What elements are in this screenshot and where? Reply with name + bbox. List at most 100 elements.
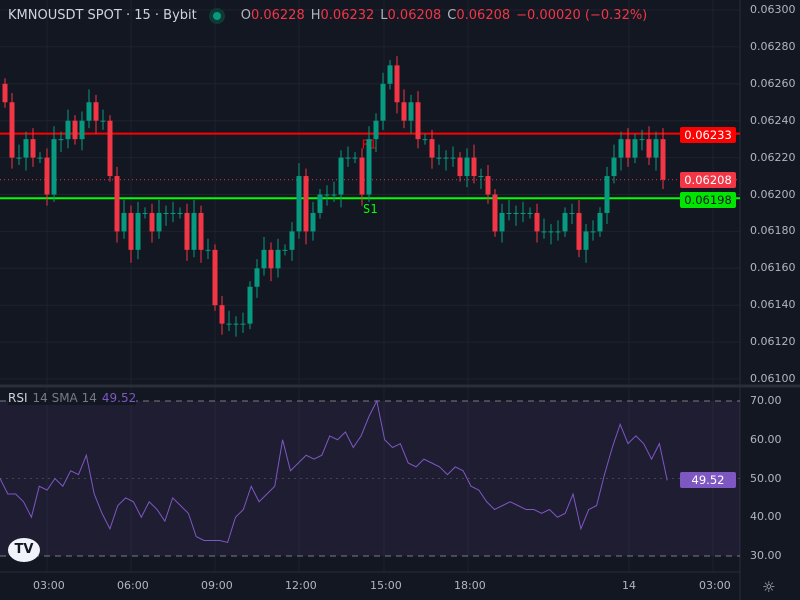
candle-body (450, 157, 456, 159)
low-value: 0.06208 (387, 8, 442, 23)
candle-body (72, 120, 78, 140)
candle-body (534, 212, 540, 232)
candle-body (632, 139, 638, 158)
symbol-title[interactable]: KMNOUSDT SPOT · 15 · Bybit (8, 8, 197, 23)
price-tick: 0.06120 (750, 335, 796, 349)
candle-body (310, 212, 316, 232)
time-tick: 15:00 (370, 579, 402, 592)
candle-body (37, 157, 43, 159)
candle-body (303, 176, 309, 232)
candle-body (317, 194, 323, 213)
high-label: H (310, 8, 321, 23)
close-value: 0.06208 (456, 8, 511, 23)
candle-body (170, 212, 176, 214)
candle-body (198, 212, 204, 250)
time-tick: 03:00 (699, 579, 731, 592)
candle-body (177, 212, 183, 214)
candle-body (135, 212, 141, 250)
candle-body (527, 212, 533, 214)
candle-body (163, 212, 169, 214)
s1-label: S1 (363, 202, 377, 216)
price-tick: 0.06260 (750, 76, 796, 90)
candle-body (184, 212, 190, 250)
candle-body (51, 139, 57, 195)
candle-body (191, 212, 197, 250)
candle-body (401, 102, 407, 121)
candle-body (653, 139, 659, 158)
candle-body (443, 157, 449, 159)
rsi-name: RSI (8, 391, 28, 405)
candle-body (471, 157, 477, 177)
candle-body (16, 157, 22, 159)
candle-body (254, 268, 260, 287)
candle-body (478, 176, 484, 178)
candle-body (128, 212, 134, 250)
candle-body (597, 212, 603, 232)
candle-body (604, 176, 610, 213)
price-tick: 0.06180 (750, 224, 796, 238)
candle-body (492, 194, 498, 232)
settings-gear-icon[interactable]: ☼ (762, 578, 776, 596)
candle-body (499, 212, 505, 232)
candle-body (338, 157, 344, 195)
r1-price-tag: 0.06233 (680, 127, 736, 143)
candle-body (23, 139, 29, 158)
candle-body (86, 102, 92, 121)
candle-body (464, 157, 470, 177)
candle-body (205, 249, 211, 251)
rsi-tick: 70.00 (750, 394, 782, 407)
time-tick: 18:00 (454, 579, 486, 592)
candle-body (359, 157, 365, 195)
rsi-value-tag: 49.52 (680, 472, 736, 488)
price-tick: 0.06140 (750, 298, 796, 312)
tradingview-logo-icon[interactable]: TV (8, 538, 40, 562)
candle-body (618, 139, 624, 158)
candle-body (289, 231, 295, 250)
close-label: C (447, 8, 457, 23)
candle-body (541, 231, 547, 233)
last-price-tag: 0.06208 (680, 172, 736, 188)
open-value: 0.06228 (250, 8, 305, 23)
rsi-tick: 60.00 (750, 432, 782, 446)
change-value: −0.00020 (−0.32%) (516, 8, 648, 23)
candle-body (324, 194, 330, 196)
candle-body (149, 212, 155, 232)
candle-body (373, 120, 379, 140)
candle-body (646, 139, 652, 158)
time-tick: 09:00 (201, 579, 233, 592)
rsi-legend[interactable]: RSI 14 SMA 14 49.52 (8, 391, 137, 405)
price-tick: 0.06280 (750, 39, 796, 53)
candle-body (212, 249, 218, 306)
price-tick: 0.06200 (750, 187, 796, 201)
candle-body (30, 139, 36, 158)
candle-body (268, 249, 274, 269)
candle-body (107, 120, 113, 177)
candle-body (429, 139, 435, 158)
rsi-value: 49.52 (101, 391, 137, 405)
price-tick: 0.06300 (750, 3, 796, 16)
candle-body (282, 249, 288, 251)
rsi-tick: 30.00 (750, 549, 782, 562)
time-tick: 03:00 (33, 579, 65, 592)
candle-body (142, 212, 148, 214)
candle-body (415, 102, 421, 140)
candle-body (513, 212, 519, 214)
candle-body (555, 231, 561, 233)
candle-body (247, 286, 253, 324)
rsi-line (0, 399, 668, 544)
candle-body (240, 323, 246, 325)
candle-body (548, 231, 554, 233)
candle-body (352, 157, 358, 159)
candle-body (583, 231, 589, 250)
candle-body (457, 157, 463, 177)
open-label: O (240, 8, 251, 23)
candle-body (114, 176, 120, 232)
candle-body (660, 139, 666, 180)
candle-body (611, 157, 617, 177)
candle-body (79, 120, 85, 140)
candle-body (394, 65, 400, 103)
symbol-legend: KMNOUSDT SPOT · 15 · Bybit O0.06228 H 0.0… (8, 8, 647, 23)
candle-body (233, 323, 239, 325)
low-label: L (380, 8, 388, 23)
